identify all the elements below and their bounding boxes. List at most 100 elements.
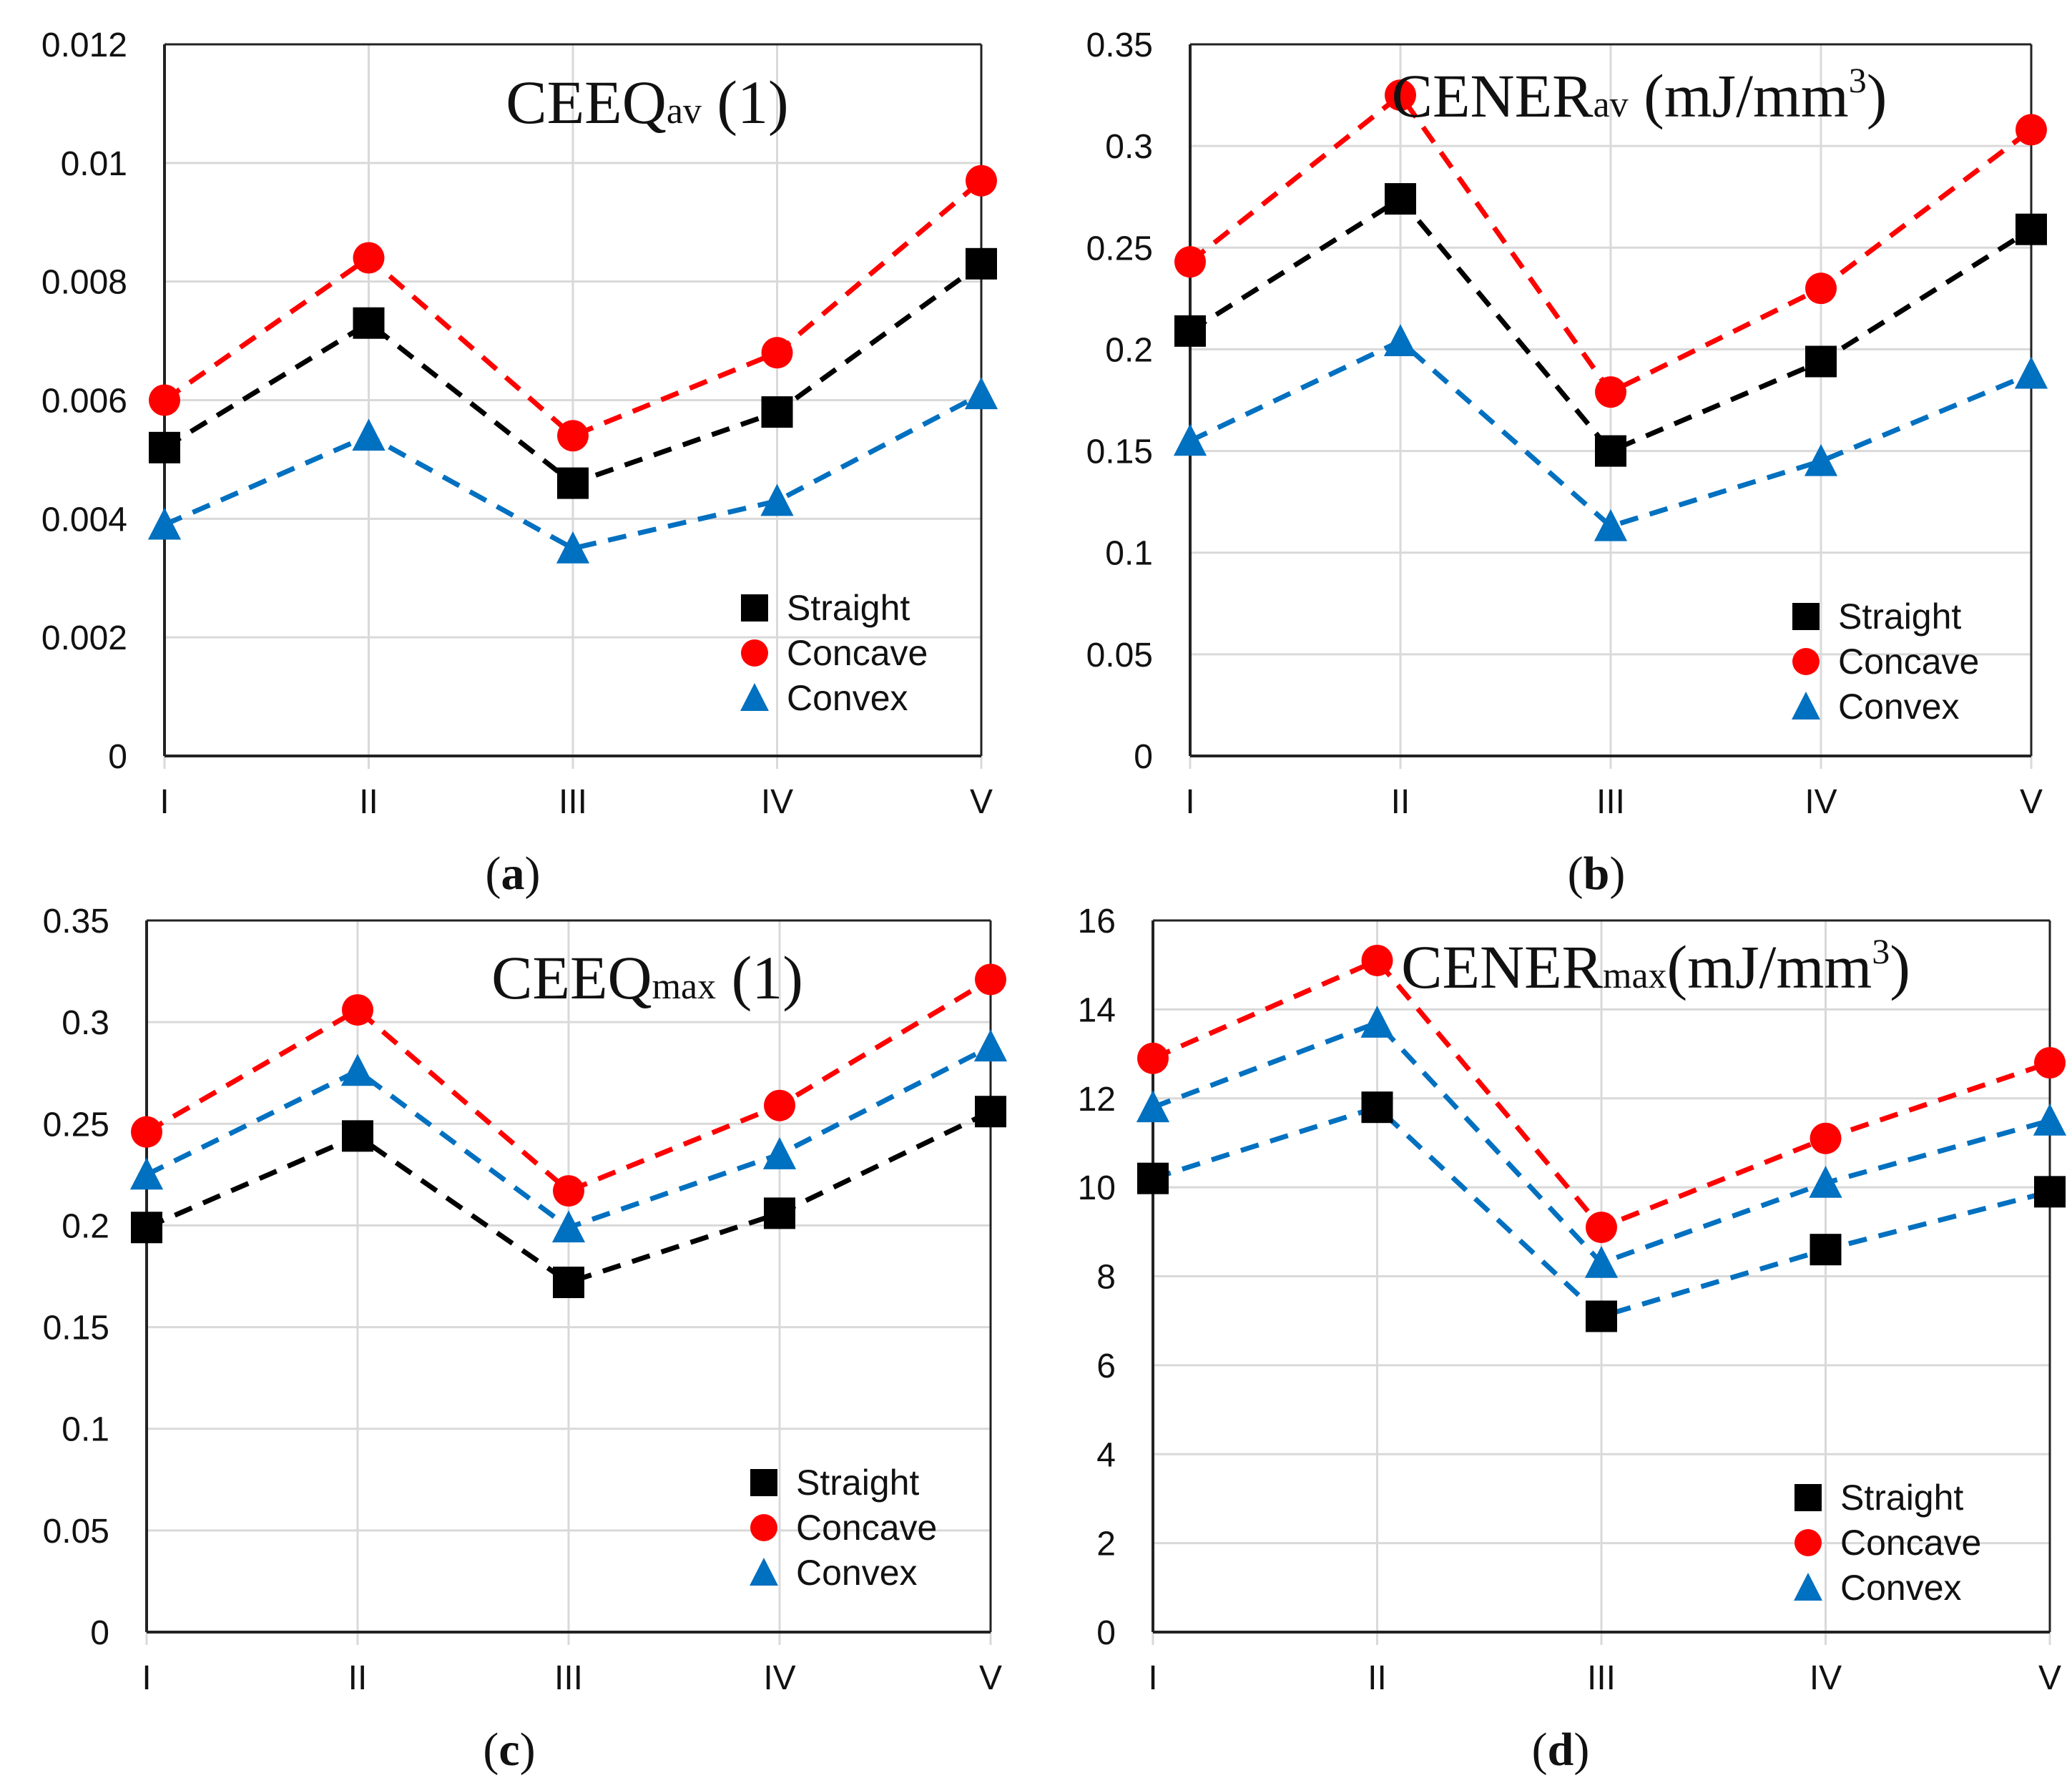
panel-caption: (a) [486,848,541,900]
point-straight [1174,315,1206,347]
series-line-straight [145,1109,992,1285]
y-tick-label: 0.35 [43,903,109,940]
point-concave [1137,1042,1169,1074]
x-tick-label: II [348,1659,368,1697]
y-tick-label: 0.25 [1086,230,1153,267]
x-tick-label: IV [763,1659,795,1697]
chart-title: CENERmax(mJ/mm3) [1401,931,1910,1001]
point-convex [1383,324,1418,356]
point-concave [764,1089,795,1121]
y-tick-label: 6 [1096,1347,1116,1385]
point-convex [1136,1090,1170,1123]
series-line-concave [145,977,992,1194]
series-line-straight [1189,195,2033,454]
legend-marker-concave [1792,648,1820,675]
point-concave [1174,246,1206,278]
point-convex [1584,1245,1619,1278]
point-straight [149,431,180,463]
legend-label-straight: Straight [787,588,910,628]
legend-marker-straight [750,1469,777,1496]
x-tick-label: IV [1805,783,1837,821]
y-tick-label: 0.012 [41,26,127,64]
x-tick-label: V [979,1659,1002,1697]
legend-marker-concave [750,1514,777,1541]
legend-label-concave: Concave [1840,1523,1981,1563]
x-tick-label: I [1185,783,1194,821]
point-straight [553,1267,584,1299]
y-tick-label: 0.01 [61,145,127,183]
chart-title: CEEQav (1) [506,68,788,137]
point-concave [1361,944,1393,976]
y-tick-label: 0 [1134,738,1153,776]
series-line-convex [163,392,983,551]
point-convex [551,1210,586,1243]
legend-marker-straight [1792,603,1820,630]
x-tick-label: IV [761,783,793,821]
x-tick-label: II [1368,1659,1387,1697]
point-convex [2033,1103,2067,1136]
point-convex [760,483,794,516]
point-concave [557,420,589,452]
legend-label-concave: Concave [1838,642,1979,682]
point-concave [1586,1212,1617,1244]
point-concave [149,384,180,416]
point-convex [1804,443,1838,476]
legend-marker-convex [1794,1572,1822,1601]
point-concave [2034,1047,2066,1079]
legend-label-straight: Straight [796,1463,919,1503]
point-convex [1360,1006,1394,1038]
point-straight [966,247,997,280]
point-straight [1810,1234,1842,1266]
y-tick-label: 0.1 [1105,535,1153,573]
point-straight [975,1096,1006,1128]
y-tick-label: 2 [1096,1526,1116,1563]
point-convex [129,1157,164,1190]
y-tick-label: 0.15 [1086,433,1153,471]
legend-marker-concave [741,639,768,667]
point-convex [762,1137,797,1169]
point-concave [1385,79,1416,112]
panel-caption: (d) [1532,1724,1590,1776]
legend-label-concave: Concave [787,633,928,673]
y-tick-label: 0.25 [43,1106,109,1144]
point-concave [1810,1122,1842,1154]
y-tick-label: 0.008 [41,264,127,302]
point-concave [553,1175,584,1207]
y-tick-label: 0.002 [41,619,127,657]
x-tick-label: V [970,783,993,821]
point-straight [353,307,385,339]
legend-marker-convex [740,682,769,712]
x-tick-label: V [2038,1659,2061,1697]
x-tick-label: I [159,783,169,821]
y-tick-label: 12 [1078,1081,1116,1119]
y-tick-label: 10 [1078,1169,1116,1207]
chart-title: CEEQmax (1) [491,943,803,1012]
y-tick-label: 0 [108,738,127,776]
point-straight [557,467,589,499]
y-tick-label: 14 [1078,991,1116,1029]
x-tick-label: III [1596,783,1625,821]
y-tick-label: 0.1 [62,1411,109,1449]
point-straight [1361,1091,1393,1124]
chart-b: 00.050.10.150.20.250.30.35I II III IV VStrai… [1086,26,2048,900]
point-concave [1805,272,1837,305]
point-convex [1173,423,1207,456]
chart-title: CENERav (mJ/mm3) [1392,60,1887,130]
panel-caption: (b) [1568,848,1626,900]
point-convex [2014,356,2048,389]
y-tick-label: 4 [1096,1436,1116,1474]
x-tick-label: II [359,783,378,821]
legend-marker-concave [1794,1529,1822,1556]
point-concave [1595,376,1626,408]
point-straight [764,1197,795,1229]
legend-label-concave: Concave [796,1508,937,1548]
x-tick-label: III [559,783,587,821]
point-convex [973,1029,1008,1062]
x-tick-label: II [1391,783,1410,821]
legend-marker-straight [741,594,768,622]
point-concave [761,337,793,369]
y-tick-label: 0.3 [1105,128,1153,166]
